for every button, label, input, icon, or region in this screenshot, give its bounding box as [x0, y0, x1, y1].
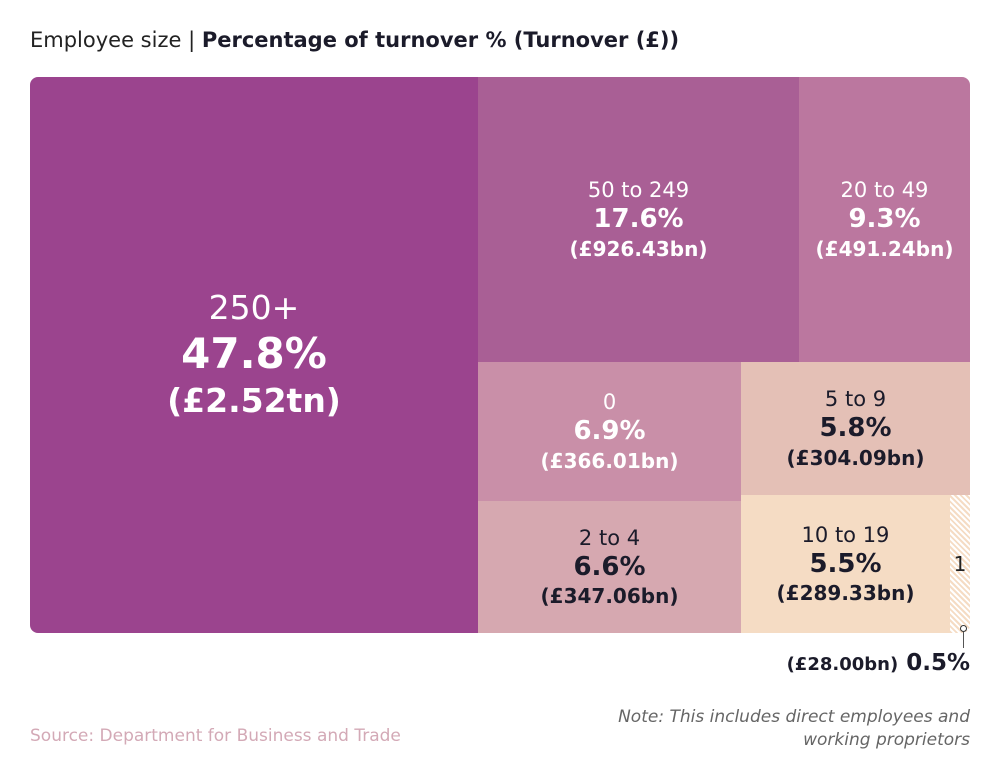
chart-title: Employee size | Percentage of turnover %…: [30, 28, 679, 52]
cell-percent: 17.6%: [593, 204, 684, 235]
treemap: 250+ 47.8% (£2.52tn) 50 to 249 17.6% (£926.43…: [30, 77, 970, 633]
title-bold: Percentage of turnover % (Turnover (£)): [201, 28, 680, 52]
treemap-cell-250[interactable]: 250+ 47.8% (£2.52tn): [30, 77, 478, 633]
cell-label: 50 to 249: [587, 178, 690, 203]
cell-percent: 5.8%: [819, 413, 892, 444]
callout-dot: [960, 625, 967, 632]
treemap-cell-5-to-9[interactable]: 5 to 9 5.8% (£304.09bn): [741, 362, 970, 495]
cell-percent: 6.9%: [573, 416, 646, 447]
cell-percent: 9.3%: [848, 204, 921, 235]
callout-percent: 0.5%: [906, 650, 970, 676]
cell-value: (£304.09bn): [786, 445, 925, 470]
title-prefix: Employee size |: [30, 28, 202, 52]
cell-value: (£289.33bn): [776, 581, 915, 606]
treemap-cell-0[interactable]: 0 6.9% (£366.01bn): [478, 362, 741, 501]
cell-percent: 47.8%: [181, 328, 327, 378]
callout-label: (£28.00bn) 0.5%: [787, 650, 970, 676]
cell-value: (£491.24bn): [815, 236, 954, 261]
treemap-cell-2-to-4[interactable]: 2 to 4 6.6% (£347.06bn): [478, 501, 741, 633]
treemap-cell-20-to-49[interactable]: 20 to 49 9.3% (£491.24bn): [799, 77, 970, 362]
cell-label: 5 to 9: [824, 387, 887, 412]
cell-label: 2 to 4: [578, 525, 641, 550]
treemap-cell-10-to-19[interactable]: 10 to 19 5.5% (£289.33bn): [741, 495, 950, 633]
cell-label: 20 to 49: [840, 178, 929, 203]
cell-label: 10 to 19: [801, 522, 890, 547]
treemap-cell-50-to-249[interactable]: 50 to 249 17.6% (£926.43bn): [478, 77, 799, 362]
callout-value: (£28.00bn): [786, 654, 899, 675]
cell-value: (£2.52tn): [167, 381, 341, 421]
note-text: Note: This includes direct employees and…: [618, 707, 970, 750]
cell-label: 1: [953, 552, 967, 576]
treemap-cell-1[interactable]: 1: [950, 495, 970, 633]
cell-label: 250+: [208, 287, 300, 327]
source-text: Source: Department for Business and Trad…: [30, 726, 401, 746]
cell-value: (£366.01bn): [540, 448, 679, 473]
cell-percent: 5.5%: [809, 548, 882, 579]
callout-line: [963, 632, 964, 648]
cell-label: 0: [602, 390, 617, 415]
cell-percent: 6.6%: [573, 551, 646, 582]
cell-value: (£347.06bn): [540, 584, 679, 609]
cell-value: (£926.43bn): [569, 236, 708, 261]
